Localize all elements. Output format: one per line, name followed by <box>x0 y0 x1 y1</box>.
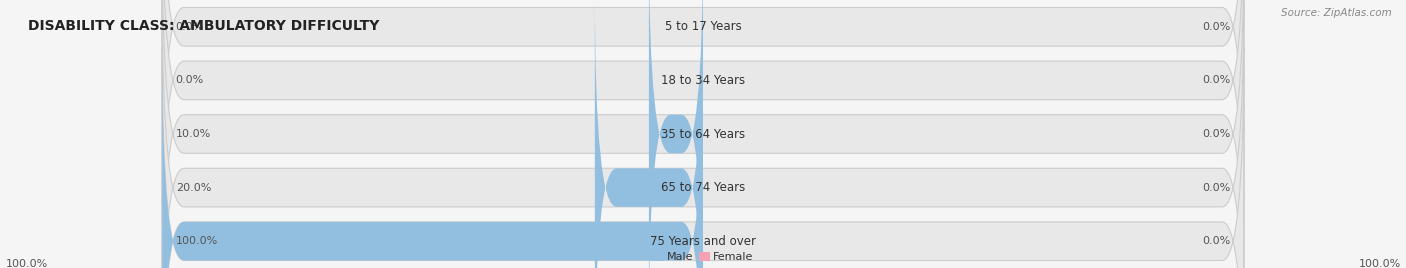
Text: 65 to 74 Years: 65 to 74 Years <box>661 181 745 194</box>
Text: 0.0%: 0.0% <box>1202 129 1230 139</box>
Text: 10.0%: 10.0% <box>176 129 211 139</box>
Text: DISABILITY CLASS: AMBULATORY DIFFICULTY: DISABILITY CLASS: AMBULATORY DIFFICULTY <box>28 19 380 33</box>
Legend: Male, Female: Male, Female <box>652 252 754 262</box>
Text: 0.0%: 0.0% <box>1202 236 1230 246</box>
Text: 0.0%: 0.0% <box>1202 22 1230 32</box>
Text: 75 Years and over: 75 Years and over <box>650 235 756 248</box>
FancyBboxPatch shape <box>595 0 703 268</box>
FancyBboxPatch shape <box>162 0 1244 222</box>
FancyBboxPatch shape <box>162 46 1244 268</box>
FancyBboxPatch shape <box>162 0 1244 268</box>
Text: 0.0%: 0.0% <box>1202 75 1230 85</box>
FancyBboxPatch shape <box>162 46 703 268</box>
Text: 0.0%: 0.0% <box>176 75 204 85</box>
Text: 100.0%: 100.0% <box>1358 259 1400 268</box>
FancyBboxPatch shape <box>162 0 1244 268</box>
FancyBboxPatch shape <box>162 0 1244 268</box>
FancyBboxPatch shape <box>650 0 703 268</box>
Text: 35 to 64 Years: 35 to 64 Years <box>661 128 745 140</box>
Text: 18 to 34 Years: 18 to 34 Years <box>661 74 745 87</box>
Text: 20.0%: 20.0% <box>176 183 211 193</box>
Text: 0.0%: 0.0% <box>176 22 204 32</box>
Text: 100.0%: 100.0% <box>6 259 48 268</box>
Text: 0.0%: 0.0% <box>1202 183 1230 193</box>
Text: Source: ZipAtlas.com: Source: ZipAtlas.com <box>1281 8 1392 18</box>
Text: 100.0%: 100.0% <box>176 236 218 246</box>
Text: 5 to 17 Years: 5 to 17 Years <box>665 20 741 33</box>
